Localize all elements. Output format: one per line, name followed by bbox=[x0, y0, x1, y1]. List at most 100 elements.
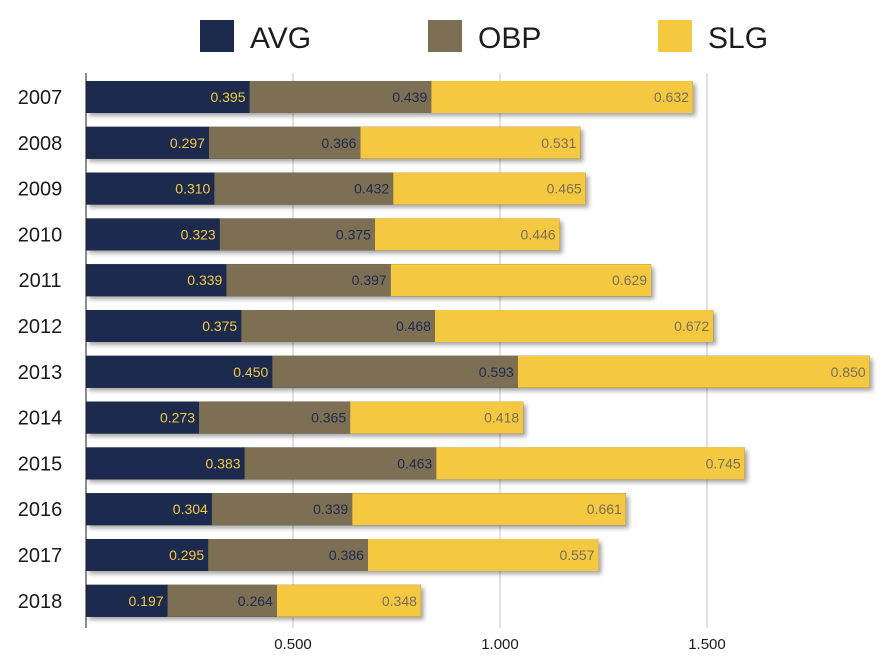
data-label-avg-2013: 0.450 bbox=[233, 364, 268, 380]
data-label-slg-2017: 0.557 bbox=[559, 547, 594, 563]
data-label-slg-2007: 0.632 bbox=[654, 89, 689, 105]
data-label-obp-2008: 0.366 bbox=[321, 135, 356, 151]
bar-avg-2011 bbox=[86, 264, 227, 297]
data-label-avg-2012: 0.375 bbox=[202, 318, 237, 334]
data-label-obp-2016: 0.339 bbox=[313, 501, 348, 517]
data-label-slg-2016: 0.661 bbox=[587, 501, 622, 517]
y-label-2015: 2015 bbox=[18, 453, 63, 475]
y-label-2011: 2011 bbox=[18, 270, 61, 292]
bar-slg-2008 bbox=[360, 126, 581, 159]
data-label-obp-2017: 0.386 bbox=[329, 547, 364, 563]
data-label-slg-2013: 0.850 bbox=[831, 364, 866, 380]
data-label-obp-2011: 0.397 bbox=[352, 272, 387, 288]
bar-slg-2018 bbox=[276, 584, 421, 617]
legend-swatch-avg bbox=[200, 20, 234, 52]
bar-avg-2018 bbox=[86, 584, 168, 617]
bar-avg-2014 bbox=[86, 401, 200, 434]
data-label-avg-2016: 0.304 bbox=[173, 501, 208, 517]
legend-swatch-obp bbox=[428, 20, 462, 52]
x-axis-labels: 0.500 1.000 1.500 bbox=[274, 636, 726, 653]
y-axis-labels: 2007 2008 2009 2010 2011 2012 2013 2014 2015 2016… bbox=[18, 87, 63, 613]
data-label-slg-2018: 0.348 bbox=[382, 593, 417, 609]
bar-avg-2007 bbox=[86, 81, 250, 113]
data-label-slg-2011: 0.629 bbox=[612, 272, 647, 288]
y-label-2017: 2017 bbox=[18, 545, 63, 567]
x-tick-label: 1.500 bbox=[688, 636, 726, 653]
y-label-2018: 2018 bbox=[18, 591, 63, 613]
data-label-avg-2017: 0.295 bbox=[169, 547, 204, 563]
gridlines bbox=[292, 73, 708, 628]
bar-obp-2010 bbox=[219, 218, 375, 251]
bar-avg-2017 bbox=[86, 539, 209, 571]
y-label-2008: 2008 bbox=[18, 133, 63, 155]
legend-label-slg: SLG bbox=[708, 22, 768, 55]
y-label-2014: 2014 bbox=[18, 408, 63, 430]
bar-slg-2010 bbox=[374, 218, 560, 251]
data-label-obp-2018: 0.264 bbox=[238, 593, 273, 609]
bar-slg-2017 bbox=[367, 539, 599, 571]
data-label-slg-2012: 0.672 bbox=[674, 318, 709, 334]
data-label-avg-2014: 0.273 bbox=[160, 410, 195, 426]
legend-label-avg: AVG bbox=[250, 22, 311, 55]
bar-obp-2013 bbox=[272, 355, 518, 388]
bar-slg-2007 bbox=[431, 81, 693, 113]
data-label-slg-2008: 0.531 bbox=[541, 135, 576, 151]
bar-avg-2013 bbox=[86, 355, 273, 388]
data-label-avg-2018: 0.197 bbox=[129, 593, 164, 609]
bar-slg-2009 bbox=[393, 172, 586, 205]
bar-obp-2014 bbox=[199, 401, 351, 434]
legend-label-obp: OBP bbox=[478, 22, 541, 55]
data-label-obp-2013: 0.593 bbox=[479, 364, 514, 380]
data-label-slg-2009: 0.465 bbox=[547, 181, 582, 197]
bar-slg-2015 bbox=[436, 447, 745, 480]
data-label-slg-2015: 0.745 bbox=[706, 455, 741, 471]
data-label-obp-2015: 0.463 bbox=[397, 455, 432, 471]
bars bbox=[86, 81, 870, 617]
value-labels: 0.395 0.439 0.632 0.297 0.366 0.531 0.310 0.432… bbox=[129, 89, 866, 609]
data-label-avg-2008: 0.297 bbox=[170, 135, 205, 151]
bar-avg-2015 bbox=[86, 447, 245, 480]
bar-slg-2012 bbox=[434, 310, 714, 342]
data-label-obp-2009: 0.432 bbox=[354, 181, 389, 197]
data-label-avg-2010: 0.323 bbox=[181, 226, 216, 242]
data-label-obp-2014: 0.365 bbox=[311, 410, 346, 426]
y-label-2012: 2012 bbox=[18, 316, 63, 338]
bar-obp-2008 bbox=[208, 126, 361, 159]
bar-slg-2011 bbox=[390, 264, 652, 297]
bar-avg-2016 bbox=[86, 493, 212, 526]
bar-slg-2016 bbox=[352, 493, 626, 526]
bar-slg-2014 bbox=[350, 401, 524, 434]
data-label-avg-2011: 0.339 bbox=[187, 272, 222, 288]
data-label-avg-2015: 0.383 bbox=[206, 455, 241, 471]
y-label-2016: 2016 bbox=[18, 499, 63, 521]
bar-slg-2013 bbox=[517, 355, 870, 388]
y-label-2009: 2009 bbox=[18, 179, 63, 201]
data-label-obp-2010: 0.375 bbox=[336, 226, 371, 242]
bar-avg-2012 bbox=[86, 310, 242, 342]
legend: AVG OBP SLG bbox=[200, 20, 768, 55]
bar-avg-2010 bbox=[86, 218, 220, 251]
data-label-slg-2010: 0.446 bbox=[521, 226, 556, 242]
bar-obp-2017 bbox=[208, 539, 368, 571]
bar-obp-2015 bbox=[244, 447, 437, 480]
bar-obp-2018 bbox=[167, 584, 277, 617]
x-tick-label: 0.500 bbox=[274, 636, 312, 653]
bar-obp-2007 bbox=[249, 81, 432, 113]
data-label-avg-2009: 0.310 bbox=[175, 181, 210, 197]
bar-obp-2011 bbox=[226, 264, 391, 297]
y-label-2007: 2007 bbox=[18, 87, 63, 109]
legend-swatch-slg bbox=[658, 20, 692, 52]
data-label-obp-2007: 0.439 bbox=[392, 89, 427, 105]
data-label-avg-2007: 0.395 bbox=[210, 89, 245, 105]
data-label-slg-2014: 0.418 bbox=[484, 410, 519, 426]
bar-obp-2009 bbox=[214, 172, 394, 205]
x-tick-label: 1.000 bbox=[481, 636, 519, 653]
y-label-2013: 2013 bbox=[18, 362, 63, 384]
bar-obp-2012 bbox=[241, 310, 435, 342]
y-label-2010: 2010 bbox=[18, 224, 63, 246]
bar-avg-2009 bbox=[86, 172, 215, 205]
bar-obp-2016 bbox=[211, 493, 353, 526]
data-label-obp-2012: 0.468 bbox=[396, 318, 431, 334]
bar-avg-2008 bbox=[86, 126, 209, 159]
